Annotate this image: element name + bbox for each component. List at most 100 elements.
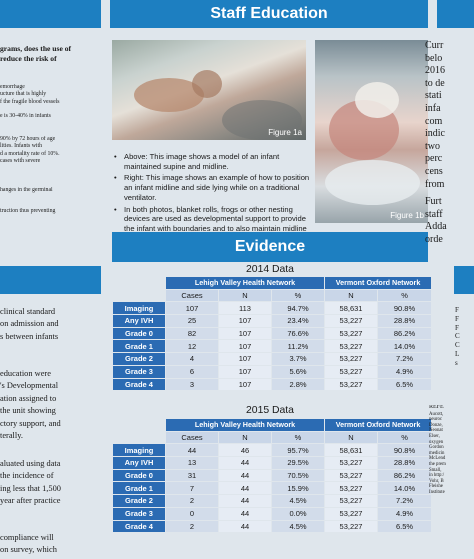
left-text-line: truction thus preventing — [0, 208, 56, 214]
left-body-3: aluated using data the incidence of ing … — [0, 458, 104, 508]
reference-line: Institute — [429, 489, 445, 495]
left-body-line: on survey, which — [0, 545, 57, 555]
table-2015-title: 2015 Data — [246, 405, 294, 416]
references-title: REFE — [429, 405, 444, 410]
row-label: Grade 3 — [113, 365, 165, 378]
right-text-line: orde — [425, 233, 443, 245]
reference-line: McLend — [429, 456, 446, 462]
table-cell: 107 — [219, 365, 271, 378]
table-cell: 53,227 — [325, 495, 378, 507]
left-body-line: ation assigned to — [0, 393, 57, 403]
table-cell: 53,227 — [325, 520, 378, 533]
figure-1a-label: Figure 1a — [268, 128, 302, 137]
reference-line: the prem — [429, 461, 446, 467]
lvhn-header: Lehigh Valley Health Network — [166, 277, 325, 289]
bullet-item: Above: This image shows a model of an in… — [112, 152, 312, 171]
table-cell: 58,631 — [325, 444, 378, 457]
right-text-line: F — [455, 306, 459, 314]
row-label: Grade 4 — [113, 378, 165, 391]
table-cell: 2 — [166, 495, 218, 507]
table-cell: 25 — [166, 315, 218, 327]
right-text-1: Curr belo 2016 to de stati infa com indic two per… — [425, 40, 474, 191]
von-header: Vermont Oxford Network — [325, 419, 432, 431]
infant-head-shape — [192, 70, 222, 98]
left-background-2: e is 30-40% in infants — [0, 113, 104, 120]
figure-1b-label: Figure 1b — [390, 211, 424, 220]
table-cell: 44 — [219, 469, 271, 482]
table-cell: 44 — [166, 444, 218, 457]
table-cell: 107 — [219, 315, 271, 327]
reference-line: medicin — [429, 450, 445, 456]
table-row: Grade 2 2 44 4.5% 53,227 7.2% — [113, 495, 432, 507]
table-cell: 6.5% — [378, 520, 432, 533]
row-label: Grade 1 — [113, 340, 165, 353]
table-row: Grade 1 12 107 11.2% 53,227 14.0% — [113, 340, 432, 353]
column-header: N — [325, 289, 378, 302]
right-text-line: stati — [425, 90, 442, 102]
right-text-line: com — [425, 115, 443, 127]
table-cell: 7.2% — [378, 495, 432, 507]
left-body-line: compliance will — [0, 533, 54, 542]
table-cell: 44 — [219, 520, 271, 533]
left-body-line: ctory support, and — [0, 418, 61, 428]
table-cell: 11.2% — [272, 340, 325, 353]
table-cell: 107 — [219, 353, 271, 365]
row-label: Grade 0 — [113, 469, 165, 482]
left-body-line: terally. — [0, 431, 23, 441]
left-question: grams, does the use of reduce the risk o… — [0, 44, 104, 63]
right-text-2: Furt staff Adda orde — [425, 196, 474, 246]
right-text-line: perc — [425, 153, 443, 165]
row-label: Grade 4 — [113, 520, 165, 533]
row-label: Grade 2 — [113, 353, 165, 365]
left-body-line: clinical standard — [0, 307, 56, 316]
table-cell: 107 — [166, 302, 218, 315]
row-label: Grade 1 — [113, 482, 165, 495]
left-body-line: ing less that 1,500 — [0, 483, 61, 493]
table-cell: 4 — [166, 353, 218, 365]
reference-line: Neonat — [429, 428, 443, 434]
table-cell: 7 — [166, 482, 218, 495]
column-header: % — [378, 431, 432, 444]
table-cell: 53,227 — [325, 507, 378, 520]
table-cell: 107 — [219, 378, 271, 391]
table-cell: 15.9% — [272, 482, 325, 495]
reference-line: oxygen — [429, 439, 444, 445]
left-text-line: ucture that is highly — [0, 91, 47, 98]
table-row: Grade 1 7 44 15.9% 53,227 14.0% — [113, 482, 432, 495]
table-cell: 53,227 — [325, 327, 378, 340]
column-header: N — [219, 431, 271, 444]
table-cell: 107 — [219, 340, 271, 353]
table-cell: 2 — [166, 520, 218, 533]
table-cell: 0.0% — [272, 507, 325, 520]
table-cell: 82 — [166, 327, 218, 340]
table-cell: 53,227 — [325, 378, 378, 391]
right-text-line: 2016 — [425, 65, 445, 77]
table-cell: 28.8% — [378, 457, 432, 469]
figure-1a-photo: Figure 1a — [112, 40, 306, 140]
table-cell: 44 — [219, 495, 271, 507]
reference-line: neuroc — [429, 417, 443, 423]
left-body-line: the incidence of — [0, 471, 54, 481]
left-text-line: cases with severe — [0, 158, 41, 165]
left-body-4: compliance will on survey, which — [0, 532, 104, 557]
right-text-line: to de — [425, 77, 445, 89]
table-cell: 14.0% — [378, 482, 432, 495]
reference-line: Aucott, — [429, 411, 444, 417]
table-cell: 53,227 — [325, 457, 378, 469]
left-body-line: aluated using data — [0, 459, 61, 468]
column-header: Cases — [166, 431, 218, 444]
left-text-line: emorrhage — [0, 84, 25, 90]
right-header-bar — [437, 0, 474, 28]
table-cell: 6 — [166, 365, 218, 378]
right-references: REFE Aucott, neuroc Donze, Neonat Elser, oxyge… — [429, 405, 474, 496]
table-cell: 86.2% — [378, 469, 432, 482]
left-background-5: truction thus preventing — [0, 208, 104, 215]
column-header: Cases — [166, 289, 218, 302]
column-header: % — [272, 289, 325, 302]
right-text-line: staff — [425, 208, 443, 220]
reference-line: Fleishe — [429, 484, 443, 490]
left-text-line: 90% by 72 hours of age — [0, 136, 56, 142]
table-row: Any IVH 25 107 23.4% 53,227 28.8% — [113, 315, 432, 327]
table-row: Grade 2 4 107 3.7% 53,227 7.2% — [113, 353, 432, 365]
table-row: Grade 0 82 107 76.6% 53,227 86.2% — [113, 327, 432, 340]
